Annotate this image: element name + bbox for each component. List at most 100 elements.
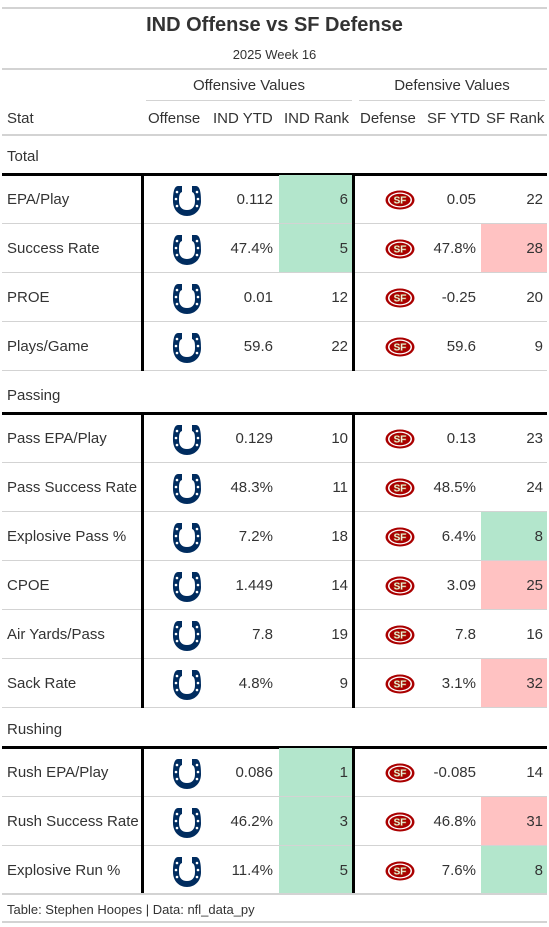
stat-label: Pass Success Rate bbox=[7, 479, 138, 496]
49ers-sf-oval-icon: SF bbox=[385, 625, 415, 650]
ind-ytd-value: 7.8 bbox=[252, 626, 273, 643]
sf-rank-value: 14 bbox=[526, 764, 543, 781]
row-rule bbox=[2, 796, 547, 797]
colts-horseshoe-icon bbox=[172, 422, 202, 461]
ind-rank-value: 9 bbox=[339, 675, 348, 692]
colts-horseshoe-icon bbox=[172, 330, 202, 369]
sf-rank-value: 32 bbox=[526, 675, 543, 692]
ind-ytd-value: 0.086 bbox=[235, 764, 273, 781]
sf-rank-highlight bbox=[481, 797, 547, 845]
colts-horseshoe-icon bbox=[172, 281, 202, 320]
49ers-sf-oval-icon: SF bbox=[385, 288, 415, 313]
49ers-sf-oval-icon: SF bbox=[385, 763, 415, 788]
col-header-ind-ytd: IND YTD bbox=[213, 110, 273, 127]
colts-horseshoe-icon bbox=[172, 756, 202, 795]
footer-rule bbox=[2, 893, 547, 895]
49ers-sf-oval-icon: SF bbox=[385, 478, 415, 503]
sf-ytd-value: 3.09 bbox=[446, 577, 476, 594]
stat-label: Explosive Pass % bbox=[7, 528, 127, 545]
offense-divider bbox=[141, 412, 144, 708]
colts-horseshoe-icon bbox=[172, 618, 202, 657]
ind-rank-value: 19 bbox=[331, 626, 348, 643]
page-subtitle: 2025 Week 16 bbox=[232, 47, 317, 62]
ind-rank-value: 3 bbox=[339, 813, 348, 830]
stat-label: Success Rate bbox=[7, 240, 100, 257]
ind-ytd-value: 0.129 bbox=[235, 430, 273, 447]
stat-label: Rush Success Rate bbox=[7, 813, 139, 830]
colts-horseshoe-icon bbox=[172, 805, 202, 844]
ind-ytd-value: 11.4% bbox=[231, 862, 273, 879]
49ers-sf-oval-icon: SF bbox=[385, 861, 415, 886]
table-source-note: Table: Stephen Hoopes | Data: nfl_data_p… bbox=[7, 902, 255, 917]
colts-horseshoe-icon bbox=[172, 569, 202, 608]
colts-horseshoe-icon bbox=[172, 471, 202, 510]
ind-rank-value: 11 bbox=[332, 479, 348, 496]
group-top-border bbox=[2, 412, 547, 415]
svg-text:SF: SF bbox=[394, 867, 407, 878]
ind-rank-value: 5 bbox=[339, 862, 348, 879]
table-row: Rush Success Rate 46.2% 3 SF 46.8% 31 bbox=[2, 797, 547, 846]
ind-rank-value: 10 bbox=[331, 430, 348, 447]
header-rule bbox=[2, 68, 547, 70]
49ers-sf-oval-icon: SF bbox=[385, 527, 415, 552]
table-row: Air Yards/Pass 7.8 19 SF 7.8 16 bbox=[2, 610, 547, 659]
bottom-rule bbox=[2, 921, 547, 923]
sf-rank-highlight bbox=[481, 224, 547, 272]
sf-ytd-value: 6.4% bbox=[441, 528, 476, 545]
ind-rank-highlight bbox=[279, 175, 353, 223]
ind-ytd-value: 4.8% bbox=[238, 675, 273, 692]
ind-rank-value: 14 bbox=[331, 577, 348, 594]
group-label-rushing: Rushing bbox=[7, 721, 63, 738]
49ers-sf-oval-icon: SF bbox=[385, 239, 415, 264]
sf-rank-value: 9 bbox=[534, 338, 543, 355]
spanner-defensive-values: Defensive Values bbox=[394, 77, 510, 94]
group-label-total: Total bbox=[7, 148, 39, 165]
col-header-offense: Offense bbox=[148, 110, 201, 127]
sf-ytd-value: 3.1% bbox=[441, 675, 476, 692]
ind-ytd-value: 0.112 bbox=[236, 191, 273, 208]
col-header-stat: Stat bbox=[7, 110, 34, 127]
stat-label: PROE bbox=[7, 289, 50, 306]
top-rule bbox=[2, 7, 547, 9]
ind-rank-value: 5 bbox=[339, 240, 348, 257]
group-label-passing: Passing bbox=[7, 387, 61, 404]
sf-ytd-value: -0.085 bbox=[433, 764, 476, 781]
sf-rank-highlight bbox=[481, 512, 547, 560]
offense-divider bbox=[141, 173, 144, 371]
page-title: IND Offense vs SF Defense bbox=[146, 14, 403, 36]
table-row: Explosive Run % 11.4% 5 SF 7.6% 8 bbox=[2, 846, 547, 895]
stat-label: Sack Rate bbox=[7, 675, 77, 692]
row-rule bbox=[2, 223, 547, 224]
svg-text:SF: SF bbox=[394, 582, 407, 593]
row-rule bbox=[2, 658, 547, 659]
row-rule bbox=[2, 272, 547, 273]
col-header-sf-rank: SF Rank bbox=[486, 110, 545, 127]
sf-rank-highlight bbox=[481, 659, 547, 707]
ind-ytd-value: 0.01 bbox=[243, 289, 273, 306]
colts-horseshoe-icon bbox=[172, 667, 202, 706]
stat-label: EPA/Play bbox=[7, 191, 70, 208]
colts-horseshoe-icon bbox=[172, 183, 202, 222]
sf-rank-value: 25 bbox=[526, 577, 543, 594]
sf-rank-value: 28 bbox=[526, 240, 543, 257]
sf-ytd-value: 7.8 bbox=[455, 626, 476, 643]
49ers-sf-oval-icon: SF bbox=[385, 812, 415, 837]
table-row: EPA/Play 0.112 6 SF 0.05 22 bbox=[2, 175, 547, 224]
svg-text:SF: SF bbox=[394, 484, 407, 495]
table-row: PROE 0.01 12 SF -0.25 20 bbox=[2, 273, 547, 322]
svg-text:SF: SF bbox=[394, 435, 407, 446]
spanner-offensive-rule bbox=[146, 100, 352, 101]
sf-rank-value: 24 bbox=[526, 479, 543, 496]
49ers-sf-oval-icon: SF bbox=[385, 576, 415, 601]
ind-rank-highlight bbox=[279, 748, 353, 796]
sf-rank-value: 8 bbox=[534, 862, 543, 879]
table-row: Success Rate 47.4% 5 SF 47.8% 28 bbox=[2, 224, 547, 273]
svg-text:SF: SF bbox=[394, 245, 407, 256]
stat-label: Plays/Game bbox=[7, 338, 89, 355]
row-rule bbox=[2, 609, 547, 610]
sf-rank-value: 8 bbox=[534, 528, 543, 545]
row-rule bbox=[2, 511, 547, 512]
sf-ytd-value: 59.6 bbox=[446, 338, 476, 355]
sf-rank-value: 20 bbox=[526, 289, 543, 306]
49ers-sf-oval-icon: SF bbox=[385, 190, 415, 215]
